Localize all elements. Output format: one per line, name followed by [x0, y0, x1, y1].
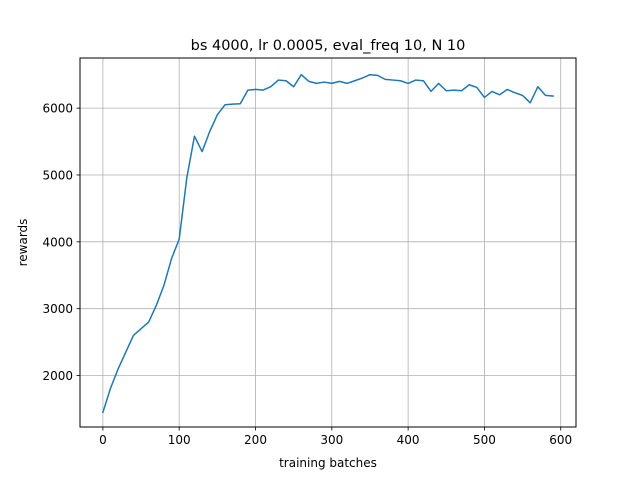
- y-axis-label: rewards: [16, 219, 30, 267]
- y-axis-ticks: 2000 3000 4000 5000 6000: [42, 102, 80, 383]
- chart-title: bs 4000, lr 0.0005, eval_freq 10, N 10: [191, 38, 466, 54]
- grid-lines: [80, 58, 576, 427]
- plot-frame: [79, 57, 577, 428]
- x-tick-label: 200: [244, 433, 267, 447]
- y-tick-label: 2000: [42, 369, 73, 383]
- y-tick-label: 6000: [42, 102, 73, 116]
- x-tick-label: 500: [473, 433, 496, 447]
- y-tick-label: 4000: [42, 235, 73, 249]
- y-tick-label: 3000: [42, 302, 73, 316]
- x-tick-label: 600: [549, 433, 572, 447]
- x-tick-label: 100: [168, 433, 191, 447]
- x-axis-ticks: 0 100 200 300 400 500 600: [99, 427, 572, 447]
- x-tick-label: 300: [320, 433, 343, 447]
- series-line: [101, 73, 554, 414]
- y-tick-label: 5000: [42, 168, 73, 182]
- x-axis-label: training batches: [279, 456, 377, 470]
- x-tick-label: 0: [99, 433, 107, 447]
- x-tick-label: 400: [397, 433, 420, 447]
- series-layer: [101, 73, 554, 414]
